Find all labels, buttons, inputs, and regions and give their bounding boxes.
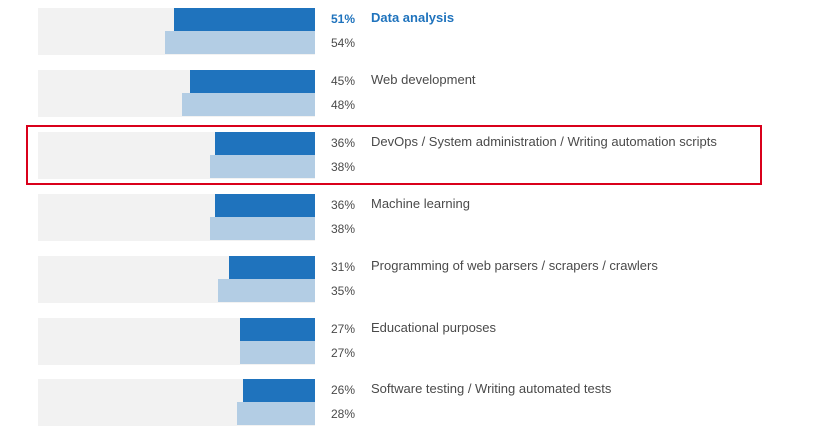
value-label-secondary: 54% xyxy=(330,36,355,50)
value-label-primary: 27% xyxy=(330,322,355,336)
chart-row[interactable]: 51% 54% Data analysis xyxy=(0,8,818,56)
category-label: Educational purposes xyxy=(371,320,497,335)
value-label-secondary: 27% xyxy=(330,346,355,360)
category-label: Software testing / Writing automated tes… xyxy=(371,381,612,396)
value-label-primary: 36% xyxy=(330,198,355,212)
value-label-secondary: 35% xyxy=(330,284,355,298)
bar-track xyxy=(38,132,315,179)
value-label-secondary: 38% xyxy=(330,222,355,236)
category-label: Machine learning xyxy=(371,196,471,211)
bar-track xyxy=(38,318,315,365)
bar-secondary xyxy=(209,155,315,178)
bar-secondary xyxy=(165,31,315,54)
value-label-secondary: 28% xyxy=(330,407,355,421)
bar-primary xyxy=(229,256,315,279)
value-label-primary: 45% xyxy=(330,74,355,88)
bar-primary xyxy=(215,194,315,217)
value-label-secondary: 48% xyxy=(330,98,355,112)
bar-secondary xyxy=(182,93,315,116)
bar-primary xyxy=(240,318,315,341)
bar-secondary xyxy=(240,341,315,364)
category-label: Programming of web parsers / scrapers / … xyxy=(371,258,658,273)
bar-track xyxy=(38,194,315,241)
chart-row[interactable]: 45% 48% Web development xyxy=(0,70,818,118)
value-label-primary: 36% xyxy=(330,136,355,150)
value-label-secondary: 38% xyxy=(330,160,355,174)
chart-row[interactable]: 31% 35% Programming of web parsers / scrap… xyxy=(0,256,818,304)
bar-primary xyxy=(215,132,315,155)
bar-secondary xyxy=(237,402,315,425)
bar-primary xyxy=(190,70,315,93)
bar-track xyxy=(38,8,315,55)
chart-row[interactable]: 36% 38% DevOps / System administration / W… xyxy=(0,132,818,180)
bar-track xyxy=(38,379,315,426)
value-label-primary: 51% xyxy=(330,12,355,26)
category-label: Web development xyxy=(371,72,476,87)
bar-track xyxy=(38,70,315,117)
value-label-primary: 31% xyxy=(330,260,355,274)
chart-row[interactable]: 36% 38% Machine learning xyxy=(0,194,818,242)
category-label: Data analysis xyxy=(371,10,455,25)
bar-secondary xyxy=(209,217,315,240)
bar-track xyxy=(38,256,315,303)
bar-primary xyxy=(242,379,315,402)
chart-row[interactable]: 26% 28% Software testing / Writing automat… xyxy=(0,379,818,427)
bar-secondary xyxy=(218,279,315,302)
value-label-primary: 26% xyxy=(330,383,355,397)
bar-primary xyxy=(173,8,315,31)
category-label: DevOps / System administration / Writing… xyxy=(371,134,717,149)
chart-row[interactable]: 27% 27% Educational purposes xyxy=(0,318,818,366)
